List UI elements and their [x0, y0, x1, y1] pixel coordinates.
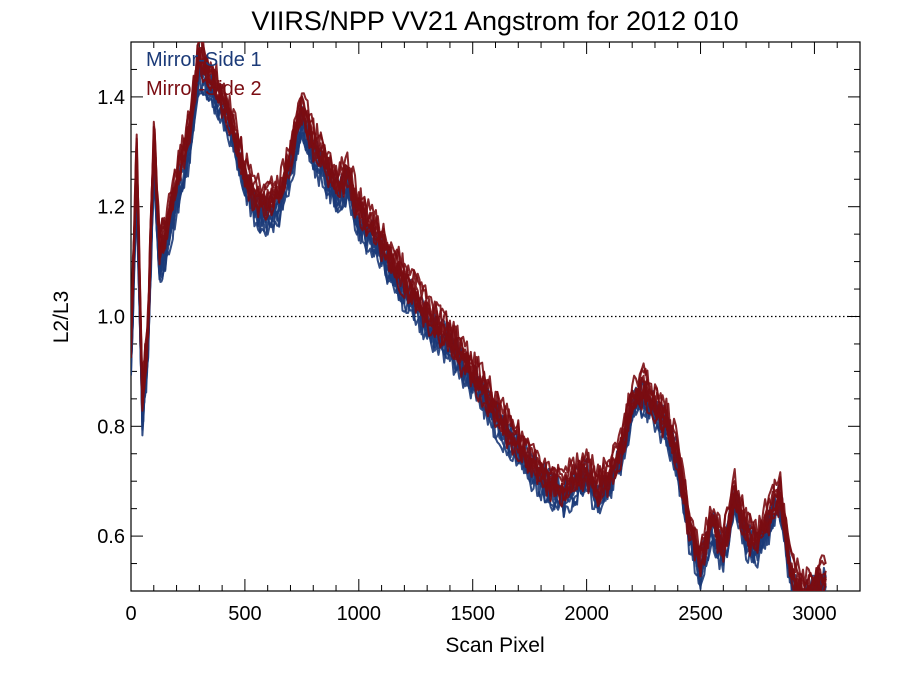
y-tick-label: 1.2: [97, 197, 125, 219]
y-tick-label: 1.4: [97, 87, 125, 109]
series-trace: [131, 55, 826, 591]
series-2: [131, 42, 827, 591]
series-trace: [131, 43, 827, 591]
x-tick-label: 3000: [792, 603, 837, 625]
x-tick-label: 500: [228, 603, 261, 625]
x-axis-label: Scan Pixel: [445, 634, 544, 657]
x-tick-label: 1500: [450, 603, 495, 625]
series-group: [131, 42, 827, 591]
legend: Mirror-Side 1 Mirror-Side 2: [146, 49, 262, 100]
x-tick-label: 0: [125, 603, 136, 625]
y-axis-label: L2/L3: [50, 291, 73, 344]
axes: 0 500 1000 1500 2000 2500 3000 0.6 0.8 1.0 1.2 1.4: [97, 41, 861, 625]
x-tick-label: 2000: [564, 603, 609, 625]
x-tick-label: 2500: [678, 603, 723, 625]
x-tick-label: 1000: [337, 603, 382, 625]
y-tick-label: 0.6: [97, 526, 125, 548]
series-trace: [131, 50, 827, 591]
y-tick-label: 0.8: [97, 416, 125, 438]
series-trace: [131, 42, 827, 588]
y-tick-label: 1.0: [97, 307, 125, 329]
chart-title: VIIRS/NPP VV21 Angstrom for 2012 010: [251, 6, 738, 36]
legend-entry-mirror-side-1: Mirror-Side 1: [146, 49, 262, 71]
legend-entry-mirror-side-2: Mirror-Side 2: [146, 78, 262, 100]
